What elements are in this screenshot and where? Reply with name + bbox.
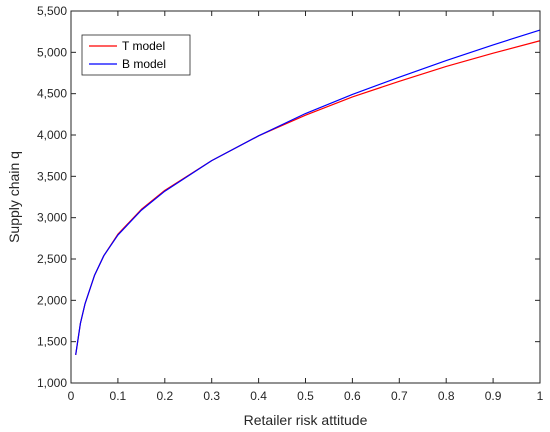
x-tick-label: 0.1 — [110, 389, 127, 403]
legend-label-t-model: T model — [122, 39, 165, 53]
y-tick-label: 2,500 — [37, 252, 67, 266]
x-tick-label: 0.7 — [391, 389, 408, 403]
y-tick-label: 3,500 — [37, 169, 67, 183]
x-tick-label: 0.4 — [250, 389, 267, 403]
x-tick-label: 0.9 — [485, 389, 502, 403]
series-layer — [75, 29, 541, 355]
y-tick-label: 4,500 — [37, 87, 67, 101]
y-tick-label: 5,000 — [37, 45, 67, 59]
x-tick-label: 0.8 — [438, 389, 455, 403]
y-tick-label: 1,500 — [37, 335, 67, 349]
legend-label-b-model: B model — [122, 57, 166, 71]
legend: T model B model — [81, 34, 191, 76]
y-tick-label: 4,000 — [37, 128, 67, 142]
ticks-layer — [70, 10, 541, 384]
x-tick-label: 0.2 — [156, 389, 173, 403]
legend-box — [81, 34, 191, 76]
tick-labels: 0 0.1 0.2 0.3 0.4 0.5 0.6 0.7 0.8 0.9 1 1,000 1,500 2… — [37, 4, 544, 403]
x-axis-label: Retailer risk attitude — [244, 412, 368, 428]
x-tick-label: 0.3 — [203, 389, 220, 403]
x-tick-label: 0 — [68, 389, 75, 403]
x-tick-label: 0.6 — [344, 389, 361, 403]
x-tick-label: 1 — [537, 389, 544, 403]
y-tick-label: 5,500 — [37, 4, 67, 18]
y-tick-label: 3,000 — [37, 211, 67, 225]
y-axis-label: Supply chain q — [6, 151, 22, 243]
x-tick-label: 0.5 — [297, 389, 314, 403]
y-tick-label: 1,000 — [37, 376, 67, 390]
y-tick-label: 2,000 — [37, 293, 67, 307]
series-line-b-model — [75, 29, 541, 355]
